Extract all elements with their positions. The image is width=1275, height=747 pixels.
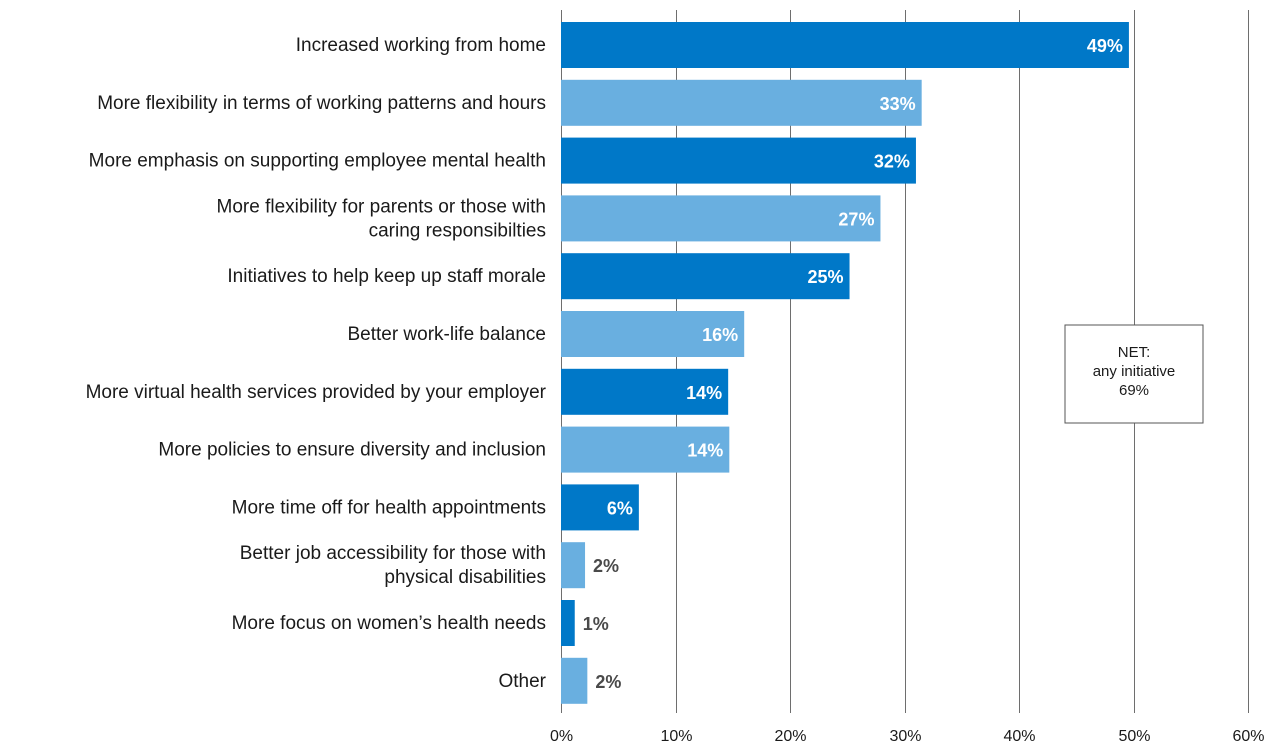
bar	[561, 311, 745, 357]
x-tick-label: 10%	[660, 728, 692, 745]
bar	[561, 195, 881, 242]
x-tick-label: 30%	[889, 728, 921, 745]
value-label: 27%	[838, 209, 874, 229]
bar	[561, 484, 639, 531]
category-label: Initiatives to help keep up staff morale	[227, 266, 546, 287]
x-tick-label: 60%	[1232, 728, 1264, 745]
category-label: More time off for health appointments	[232, 497, 546, 518]
x-tick-label: 20%	[774, 728, 806, 745]
net-annotation: NET: any initiative 69%	[1064, 324, 1204, 424]
net-annotation-line: any initiative	[1093, 363, 1176, 380]
value-label: 6%	[607, 498, 633, 518]
value-label: 16%	[702, 325, 738, 345]
value-label: 2%	[593, 556, 619, 576]
category-label: Increased working from home	[296, 35, 546, 56]
bar	[561, 368, 729, 415]
value-label: 14%	[687, 441, 723, 461]
bar	[561, 426, 730, 473]
bars	[561, 22, 1129, 704]
category-label: More emphasis on supporting employee men…	[89, 151, 546, 172]
category-label: More policies to ensure diversity and in…	[158, 440, 546, 461]
net-annotation-line: NET:	[1118, 344, 1151, 361]
x-tick-label: 0%	[550, 728, 573, 745]
value-labels: 49% 33% 32% 27% 25% 16% 14% 14% 6% 2% 1% 2%	[583, 36, 1123, 692]
value-label: 49%	[1087, 36, 1123, 56]
category-label: More flexibility in terms of working pat…	[97, 93, 546, 114]
category-labels: Increased working from home More flexibil…	[86, 35, 547, 692]
category-label: More focus on women’s health needs	[232, 613, 546, 634]
value-label: 1%	[583, 614, 609, 634]
category-label: Better job accessibility for those with p…	[240, 543, 546, 588]
bar	[561, 22, 1129, 68]
x-axis-tick-labels: 0% 10% 20% 30% 40% 50% 60%	[550, 728, 1265, 745]
value-label: 2%	[595, 672, 621, 692]
x-tick-label: 40%	[1003, 728, 1035, 745]
net-annotation-box	[1064, 324, 1204, 424]
bar	[561, 600, 575, 646]
category-label: Other	[498, 671, 546, 692]
bar	[561, 542, 586, 589]
value-label: 32%	[874, 152, 910, 172]
bar	[561, 79, 922, 126]
category-label: Better work-life balance	[347, 324, 546, 345]
net-annotation-line: 69%	[1119, 382, 1149, 399]
value-label: 25%	[808, 267, 844, 287]
value-label: 33%	[880, 94, 916, 114]
category-label: More virtual health services provided by…	[86, 382, 547, 403]
bar	[561, 137, 916, 184]
bar	[561, 253, 850, 300]
x-tick-label: 50%	[1118, 728, 1150, 745]
value-label: 14%	[686, 383, 722, 403]
category-label: More flexibility for parents or those wi…	[217, 196, 546, 241]
bar	[561, 657, 588, 704]
